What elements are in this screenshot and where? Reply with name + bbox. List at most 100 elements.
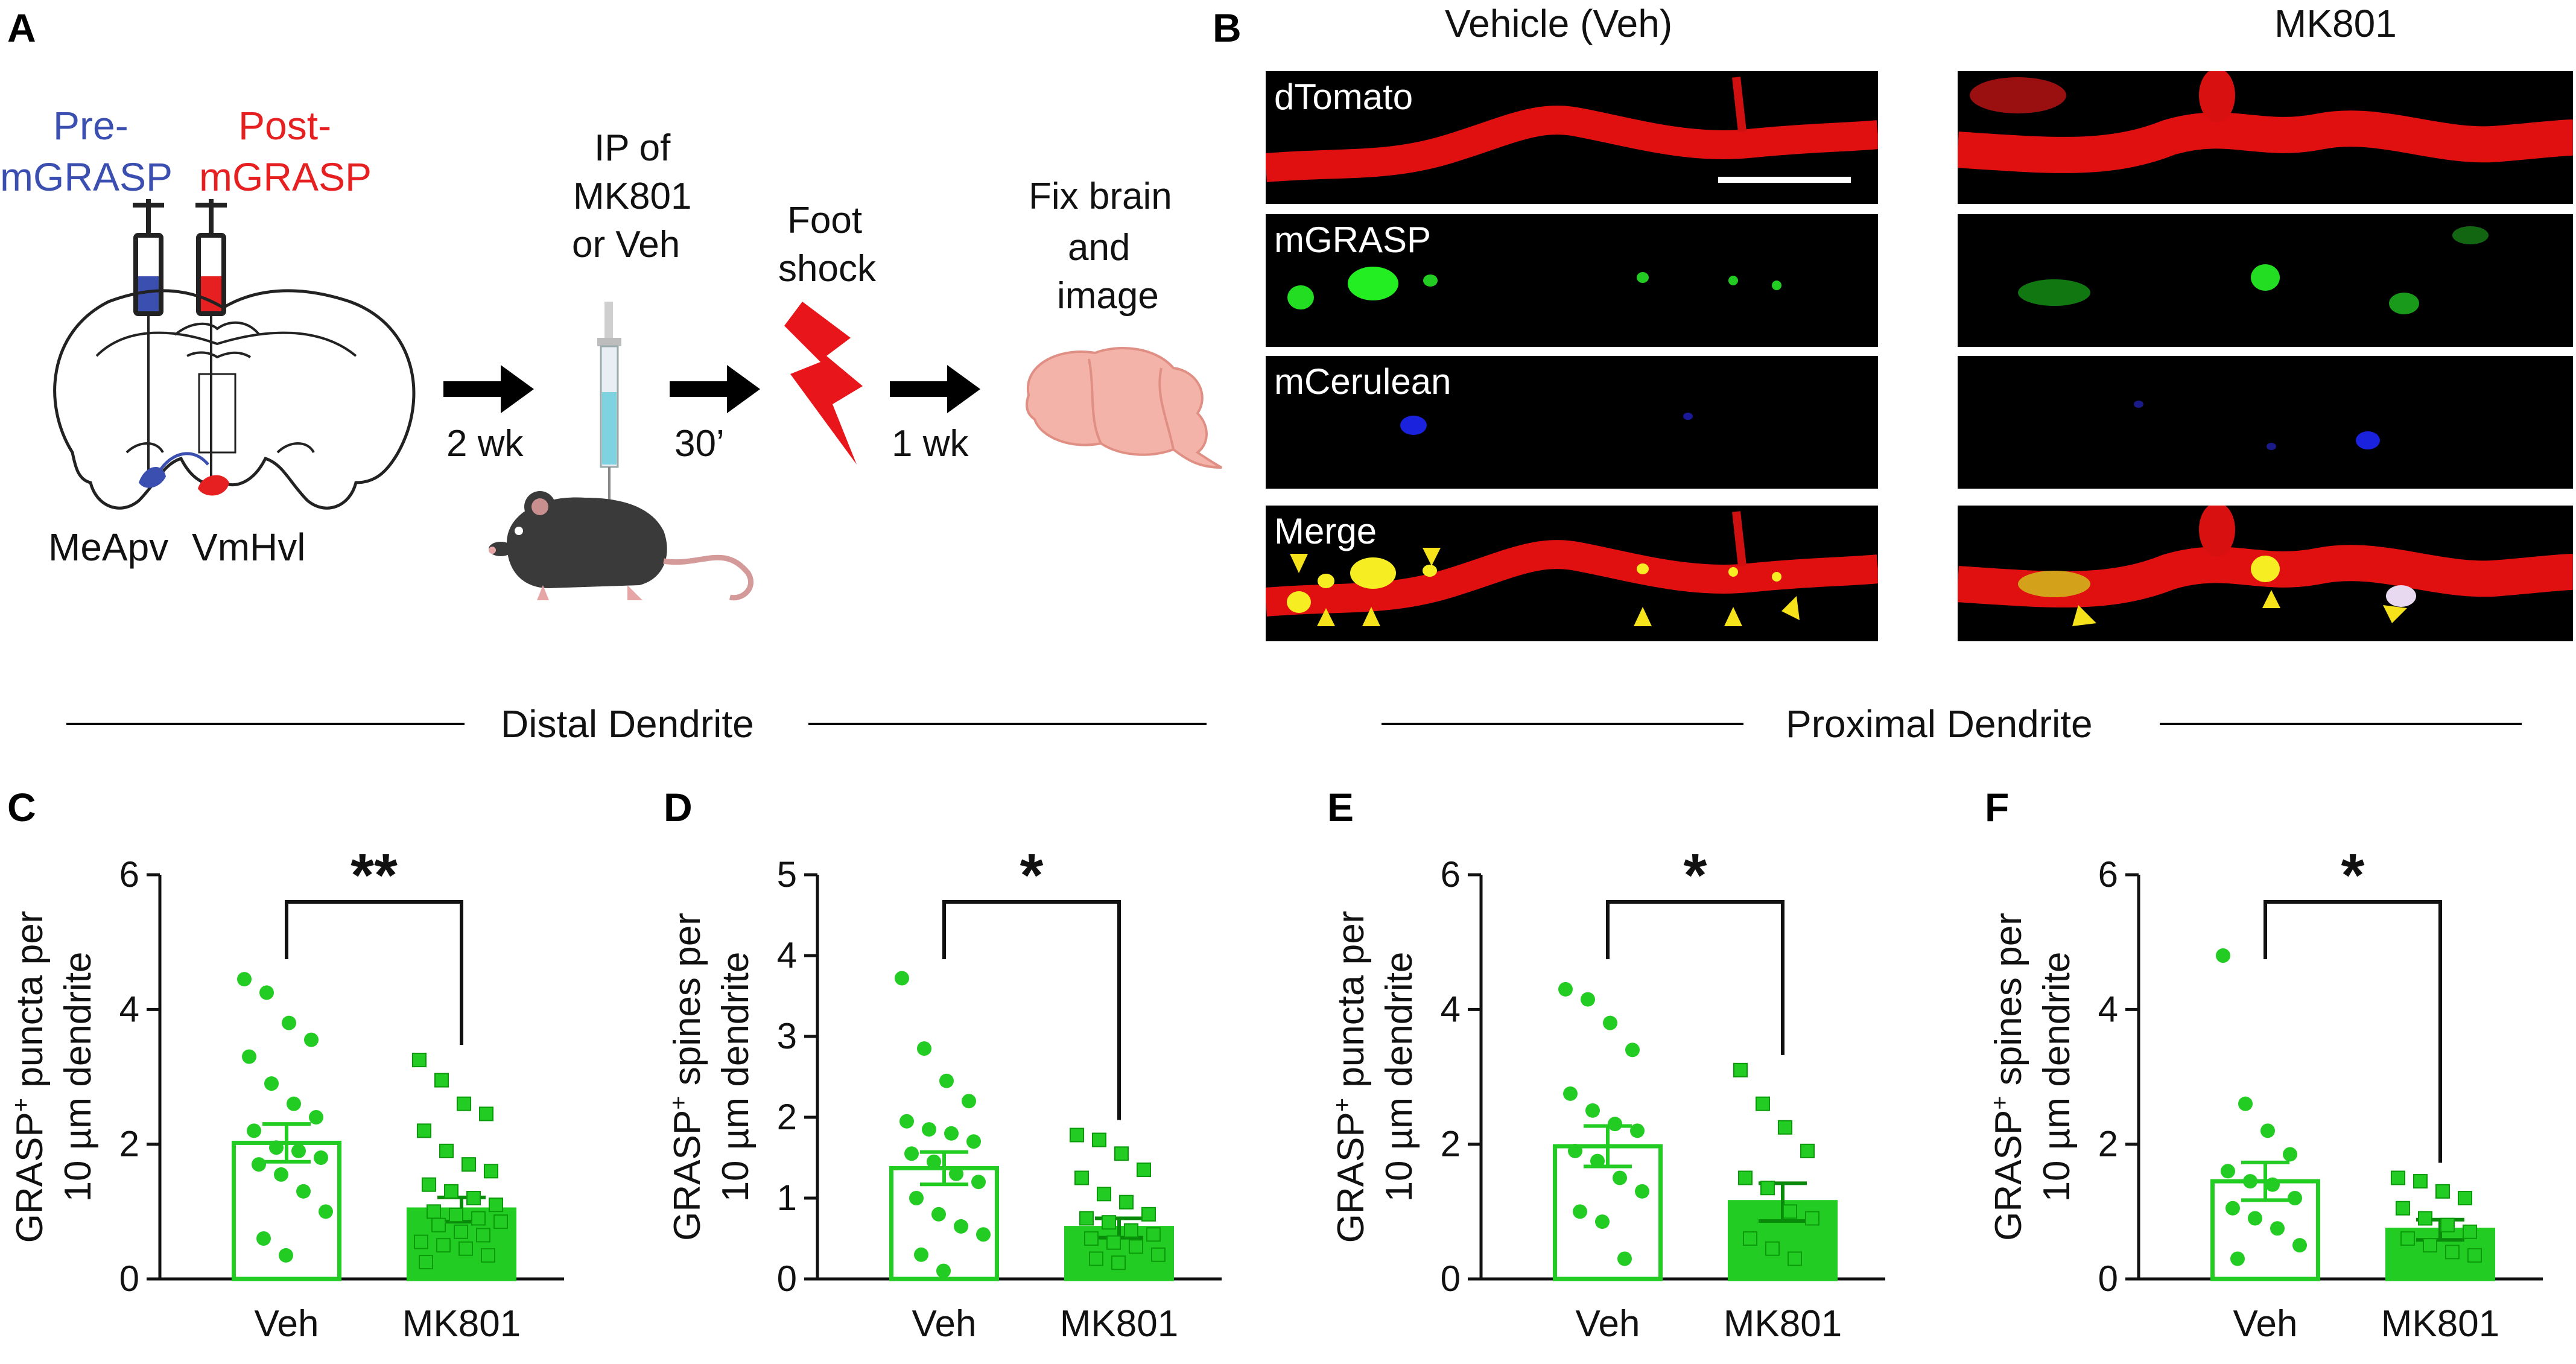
data-point-veh bbox=[1608, 1117, 1622, 1132]
y-tick-label: 4 bbox=[777, 935, 797, 975]
y-tick-label: 4 bbox=[2098, 989, 2118, 1029]
brain-section-diagram bbox=[53, 199, 416, 510]
data-point-mk801 bbox=[2445, 1245, 2460, 1260]
data-point-veh bbox=[2238, 1096, 2253, 1111]
data-point-mk801 bbox=[412, 1053, 427, 1068]
data-point-veh bbox=[2283, 1147, 2297, 1162]
post-label-line2: mGRASP bbox=[199, 154, 372, 199]
data-point-veh bbox=[2230, 1251, 2245, 1266]
data-point-veh bbox=[304, 1032, 319, 1047]
data-point-veh bbox=[2288, 1191, 2302, 1205]
data-point-veh bbox=[282, 1015, 296, 1030]
data-point-veh bbox=[1590, 1153, 1605, 1169]
row-label-merge: Merge bbox=[1274, 511, 1377, 551]
pre-label-line2: mGRASP bbox=[0, 154, 173, 199]
image-mk-merge bbox=[1958, 506, 2573, 641]
data-point-veh bbox=[931, 1207, 946, 1222]
y-axis-label-line2: 10 µm dendrite bbox=[2036, 952, 2078, 1202]
syringe-injection-icon bbox=[597, 302, 621, 513]
bar-veh bbox=[2210, 1179, 2320, 1281]
data-point-mk801 bbox=[436, 1238, 451, 1253]
data-point-veh bbox=[309, 1110, 323, 1125]
data-point-mk801 bbox=[431, 1217, 446, 1232]
data-point-mk801 bbox=[1738, 1170, 1753, 1185]
image-mk-mgrasp bbox=[1958, 214, 2573, 347]
data-point-veh bbox=[909, 1191, 924, 1205]
data-point-mk801 bbox=[479, 1106, 493, 1121]
data-point-mk801 bbox=[1760, 1181, 1775, 1196]
step3-line2: shock bbox=[778, 248, 876, 290]
step1-duration: 2 wk bbox=[446, 423, 524, 465]
column-title-vehicle: Vehicle (Veh) bbox=[1445, 2, 1673, 45]
data-point-mk801 bbox=[417, 1123, 431, 1138]
y-tick-label: 6 bbox=[1441, 854, 1461, 895]
data-point-mk801 bbox=[1778, 1120, 1792, 1135]
data-point-mk801 bbox=[1141, 1207, 1156, 1222]
data-point-mk801 bbox=[1111, 1255, 1126, 1270]
data-point-veh bbox=[2292, 1238, 2307, 1253]
significance-bracket bbox=[942, 900, 1121, 1120]
y-tick-label: 2 bbox=[1441, 1124, 1461, 1164]
data-point-veh bbox=[1563, 1086, 1578, 1101]
x-category-label: Veh bbox=[912, 1303, 977, 1345]
x-category-label: MK801 bbox=[2381, 1303, 2499, 1345]
image-veh-merge: Merge bbox=[1266, 506, 1878, 641]
y-tick-label: 0 bbox=[1441, 1258, 1461, 1299]
y-label-superscript: + bbox=[1987, 1096, 2013, 1109]
data-point-mk801 bbox=[1146, 1227, 1161, 1242]
data-point-mk801 bbox=[458, 1241, 473, 1256]
data-point-veh bbox=[291, 1143, 306, 1158]
x-category-label: MK801 bbox=[402, 1303, 521, 1345]
y-label-superscript: + bbox=[1329, 1098, 1356, 1112]
data-point-mk801 bbox=[2396, 1201, 2410, 1216]
data-point-mk801 bbox=[1089, 1251, 1103, 1266]
panel-label-d: D bbox=[664, 785, 693, 830]
section-divider-distal bbox=[66, 723, 1207, 725]
data-point-mk801 bbox=[422, 1177, 436, 1192]
pre-syringe-icon bbox=[133, 199, 164, 477]
data-point-veh bbox=[2225, 1201, 2240, 1216]
data-point-veh bbox=[1613, 1170, 1627, 1185]
y-axis-label-line1: GRASP+ spines per bbox=[1987, 913, 2029, 1241]
data-point-mk801 bbox=[476, 1228, 490, 1243]
data-point-veh bbox=[1568, 1143, 1582, 1158]
y-label-superscript: + bbox=[8, 1098, 34, 1112]
data-point-mk801 bbox=[2413, 1174, 2428, 1189]
data-point-mk801 bbox=[2391, 1170, 2405, 1185]
data-point-veh bbox=[274, 1167, 288, 1182]
arrow-right-icon bbox=[443, 365, 534, 413]
data-point-veh bbox=[287, 1096, 301, 1111]
data-point-veh bbox=[2265, 1177, 2280, 1192]
data-point-mk801 bbox=[1119, 1194, 1134, 1210]
chart-c: GRASP+ puncta per 10 µm dendrite 0 2 4 6 Veh MK… bbox=[8, 842, 564, 1345]
data-point-mk801 bbox=[414, 1234, 428, 1249]
brain-icon bbox=[1026, 347, 1222, 469]
data-point-mk801 bbox=[493, 1214, 508, 1229]
data-point-veh bbox=[949, 1166, 963, 1181]
chart-d: GRASP+ spines per 10 µm dendrite 0 1 2 3 4 5 Veh… bbox=[665, 842, 1222, 1345]
data-point-veh bbox=[1573, 1204, 1587, 1219]
data-point-veh bbox=[2260, 1123, 2275, 1138]
data-point-veh bbox=[1617, 1251, 1632, 1266]
data-point-veh bbox=[976, 1227, 991, 1242]
data-point-veh bbox=[971, 1175, 986, 1190]
data-point-veh bbox=[1630, 1123, 1645, 1138]
meapv-injection bbox=[139, 466, 166, 488]
data-point-veh bbox=[296, 1184, 311, 1199]
data-point-veh bbox=[899, 1114, 914, 1129]
data-point-veh bbox=[1625, 1042, 1640, 1058]
data-point-veh bbox=[2243, 1174, 2257, 1189]
data-point-veh bbox=[939, 1073, 954, 1088]
data-point-mk801 bbox=[2463, 1224, 2477, 1239]
x-category-label: MK801 bbox=[1724, 1303, 1842, 1345]
data-point-mk801 bbox=[1137, 1163, 1151, 1178]
data-point-mk801 bbox=[1733, 1062, 1748, 1077]
step2-line1: IP of bbox=[594, 127, 671, 169]
y-label-part: GRASP bbox=[667, 1110, 708, 1241]
data-point-veh bbox=[264, 1076, 279, 1091]
data-point-mk801 bbox=[2458, 1191, 2472, 1205]
x-category-label: Veh bbox=[255, 1303, 319, 1345]
y-tick-label: 6 bbox=[2098, 854, 2118, 895]
section-title-distal: Distal Dendrite bbox=[501, 702, 754, 746]
data-point-mk801 bbox=[1070, 1128, 1084, 1143]
